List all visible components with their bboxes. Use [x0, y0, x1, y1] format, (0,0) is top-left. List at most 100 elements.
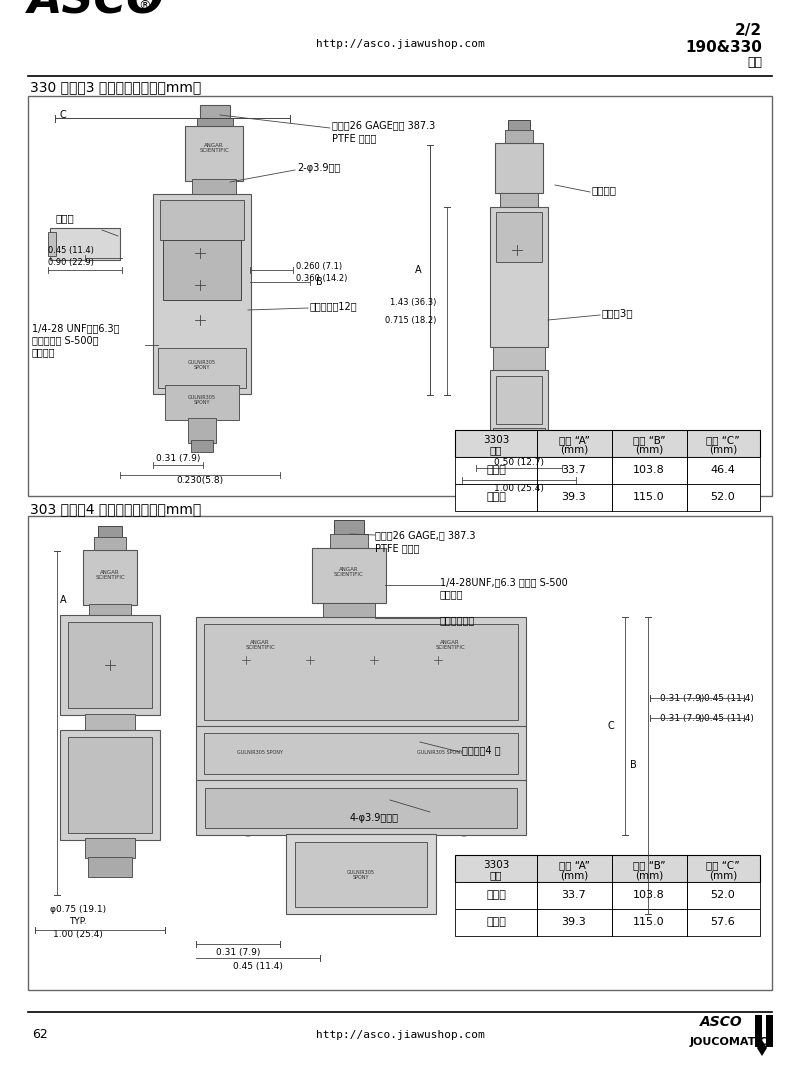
Text: 103.8: 103.8 [633, 465, 665, 475]
Text: 2/2: 2/2 [735, 23, 762, 38]
Text: 4-φ3.9安装孔: 4-φ3.9安装孔 [350, 813, 399, 823]
Bar [98, 526, 122, 538]
Text: ANGAR
SCIENTIFIC: ANGAR SCIENTIFIC [334, 567, 364, 578]
Bar [505, 130, 533, 144]
Text: TYP.: TYP. [69, 917, 87, 925]
Bar [205, 788, 517, 828]
Text: 62: 62 [32, 1028, 48, 1041]
Text: (mm): (mm) [560, 445, 588, 455]
Bar [165, 386, 239, 420]
Text: ANGAR
SCIENTIFIC: ANGAR SCIENTIFIC [199, 142, 229, 153]
Text: 0.50 (12.7): 0.50 (12.7) [494, 457, 544, 467]
Text: 所有接口: 所有接口 [440, 589, 463, 599]
Text: 平底螺纹或 S-500，: 平底螺纹或 S-500， [32, 334, 98, 345]
Bar [508, 119, 530, 132]
Bar [455, 909, 760, 936]
Text: 出气口，4 处: 出气口，4 处 [462, 745, 501, 755]
Bar [455, 855, 760, 882]
Bar [204, 624, 518, 720]
Bar [89, 604, 131, 616]
Bar [755, 1015, 762, 1047]
Text: 0.90 (22.9): 0.90 (22.9) [48, 257, 94, 266]
Text: (mm): (mm) [635, 870, 663, 880]
Text: 尺寸 “B”: 尺寸 “B” [633, 860, 666, 870]
Bar [196, 617, 526, 727]
Text: φ0.75 (19.1): φ0.75 (19.1) [50, 906, 106, 914]
Text: 52.0: 52.0 [710, 891, 735, 900]
Text: 303 系列，4 个阀组合：尺寸（mm）: 303 系列，4 个阀组合：尺寸（mm） [30, 502, 202, 516]
Bar [50, 228, 120, 260]
Bar [88, 857, 132, 877]
Bar [455, 457, 760, 484]
Text: 尺寸 “A”: 尺寸 “A” [558, 860, 590, 870]
Bar [48, 232, 56, 256]
Text: GULNIR305
SPONY: GULNIR305 SPONY [347, 870, 375, 881]
Bar [163, 240, 241, 300]
Bar [158, 348, 246, 388]
Text: 1.43 (36.3): 1.43 (36.3) [390, 298, 436, 306]
Bar [490, 370, 548, 430]
Text: 进气口: 进气口 [56, 213, 74, 223]
Text: 引线，26 GAGE，长 387.3: 引线，26 GAGE，长 387.3 [332, 119, 435, 130]
Text: 39.3: 39.3 [562, 492, 586, 502]
Text: ANGAR
SCIENTIFIC: ANGAR SCIENTIFIC [245, 640, 275, 651]
Bar [498, 451, 540, 469]
Bar [455, 484, 760, 512]
Text: 标准型: 标准型 [486, 891, 506, 900]
Bar [60, 730, 160, 839]
Bar [496, 212, 542, 262]
Text: 1.00 (25.4): 1.00 (25.4) [53, 931, 103, 939]
Text: GULNIR305 SPONY: GULNIR305 SPONY [237, 750, 283, 756]
Text: 所有接口: 所有接口 [32, 348, 55, 357]
Bar [196, 727, 526, 781]
Text: JOUCOMATIC: JOUCOMATIC [690, 1037, 769, 1047]
Bar [28, 96, 772, 496]
Bar [185, 126, 243, 181]
Text: 自锁型: 自锁型 [486, 492, 506, 502]
Text: 0.31 (7.9): 0.31 (7.9) [216, 947, 260, 957]
Bar [330, 534, 368, 548]
Text: 1/4-28UNF,深6.3 平底或 S-500: 1/4-28UNF,深6.3 平底或 S-500 [440, 577, 568, 588]
Bar [28, 516, 772, 990]
Text: 3303: 3303 [483, 860, 509, 870]
Bar [83, 550, 137, 605]
Text: 0.31 (7.9): 0.31 (7.9) [156, 454, 200, 463]
Bar [496, 376, 542, 424]
Bar [493, 428, 545, 453]
Bar [295, 842, 427, 907]
Bar [312, 548, 386, 603]
Bar [204, 733, 518, 774]
Bar [191, 440, 213, 452]
Text: GULNIR305
SPONY: GULNIR305 SPONY [188, 359, 216, 370]
Bar [455, 882, 760, 909]
Text: PTFE 绍缘层: PTFE 绍缘层 [332, 132, 376, 143]
Text: 190&330: 190&330 [685, 39, 762, 54]
Text: http://asco.jiawushop.com: http://asco.jiawushop.com [316, 39, 484, 49]
Text: 0.715 (18.2): 0.715 (18.2) [385, 316, 436, 325]
Text: 自锁型: 自锁型 [486, 917, 506, 927]
Bar [500, 193, 538, 209]
Bar [196, 780, 526, 835]
Text: 115.0: 115.0 [633, 492, 665, 502]
Bar [495, 143, 543, 193]
Bar [286, 834, 436, 914]
Text: A: A [60, 595, 66, 605]
Text: 系列: 系列 [490, 870, 502, 880]
Text: 0.230(5.8): 0.230(5.8) [177, 477, 223, 485]
Text: 0.45 (11.4): 0.45 (11.4) [48, 245, 94, 254]
Text: 0.31 (7.9): 0.31 (7.9) [660, 714, 704, 722]
Text: 2-φ3.9安装: 2-φ3.9安装 [297, 163, 340, 173]
Text: 115.0: 115.0 [633, 917, 665, 927]
Text: 0.45 (11.4): 0.45 (11.4) [704, 714, 754, 722]
Bar [192, 179, 236, 194]
Text: 引线，26 GAGE,长 387.3: 引线，26 GAGE,长 387.3 [375, 530, 475, 540]
Text: 0.45 (11.4): 0.45 (11.4) [233, 961, 283, 971]
Text: 尺寸 “B”: 尺寸 “B” [633, 435, 666, 445]
Text: 0.31 (7.9): 0.31 (7.9) [660, 694, 704, 703]
Polygon shape [757, 1040, 767, 1056]
Text: 系列: 系列 [747, 55, 762, 68]
Bar [200, 105, 230, 119]
Text: GULNIR305
SPONY: GULNIR305 SPONY [188, 394, 216, 405]
Text: 环氧树脂，12处: 环氧树脂，12处 [310, 301, 358, 311]
Bar [323, 603, 375, 617]
